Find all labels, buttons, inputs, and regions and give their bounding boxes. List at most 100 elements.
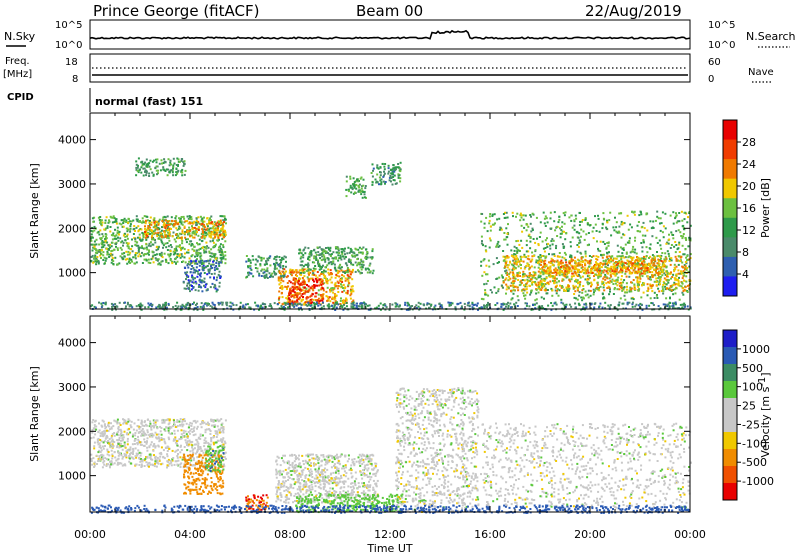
scatter-cell [212,261,214,263]
scatter-cell [529,294,531,296]
scatter-cell [572,267,574,269]
scatter-cell [102,235,104,237]
scatter-cell [577,271,579,273]
scatter-cell [137,170,139,172]
scatter-cell [345,189,347,191]
scatter-cell [306,284,308,286]
scatter-cell [274,302,276,304]
scatter-cell [612,279,614,281]
scatter-cell [625,244,627,246]
scatter-cell [491,291,493,293]
scatter-cell [664,286,666,288]
noise-right-tick-bottom: 10^0 [708,40,735,51]
scatter-cell [195,289,197,291]
scatter-cell [316,279,318,281]
scatter-cell [512,284,514,286]
scatter-cell [598,218,600,220]
scatter-cell [353,185,355,187]
scatter-cell [293,271,295,273]
scatter-cell [418,302,420,304]
scatter-cell [315,275,317,277]
scatter-cell [174,253,176,255]
scatter-cell [123,220,125,222]
scatter-cell [281,288,283,290]
scatter-cell [102,259,104,261]
scatter-cell [224,262,226,264]
scatter-cell [522,271,524,273]
scatter-cell [579,221,581,223]
scatter-cell [284,286,286,288]
scatter-cell [512,297,514,299]
scatter-cell [361,266,363,268]
scatter-cell [490,230,492,232]
scatter-cell [224,251,226,253]
scatter-cell [219,234,221,236]
scatter-cell [291,274,293,276]
scatter-cell [280,266,282,268]
scatter-cell [542,279,544,281]
scatter-cell [305,304,307,306]
scatter-cell [618,232,620,234]
scatter-cell [372,170,374,172]
scatter-cell [524,298,526,300]
scatter-cell [338,270,340,272]
scatter-cell [247,303,249,305]
scatter-cell [125,305,127,307]
scatter-cell [387,173,389,175]
scatter-cell [300,272,302,274]
scatter-cell [590,290,592,292]
scatter-cell [682,266,684,268]
scatter-cell [245,261,247,263]
scatter-cell [342,271,344,273]
scatter-cell [610,266,612,268]
scatter-cell [646,212,648,214]
scatter-cell [536,217,538,219]
scatter-cell [175,174,177,176]
scatter-cell [184,226,186,228]
scatter-cell [565,261,567,263]
scatter-cell [638,269,640,271]
scatter-cell [588,275,590,277]
scatter-cell [348,277,350,279]
scatter-cell [165,259,167,261]
scatter-cell [149,227,151,229]
scatter-cell [221,304,223,306]
scatter-cell [616,221,618,223]
scatter-cell [660,230,662,232]
scatter-cell [98,263,100,265]
scatter-cell [665,257,667,259]
scatter-cell [589,255,591,257]
scatter-cell [312,285,314,287]
scatter-cell [213,242,215,244]
scatter-cell [628,229,630,231]
scatter-cell [663,303,665,305]
scatter-cell [151,238,153,240]
scatter-cell [187,267,189,269]
scatter-cell [530,223,532,225]
scatter-cell [560,260,562,262]
scatter-cell [673,270,675,272]
scatter-cell [162,166,164,168]
scatter-cell [134,254,136,256]
scatter-cell [90,240,92,242]
scatter-cell [149,220,151,222]
scatter-cell [593,237,595,239]
scatter-cell [183,163,185,165]
scatter-cell [112,242,114,244]
scatter-cell [666,283,668,285]
noise-left-tick-top: 10^5 [55,20,82,31]
scatter-cell [286,288,288,290]
scatter-cell [168,240,170,242]
scatter-cell [191,243,193,245]
scatter-cell [608,255,610,257]
scatter-cell [317,305,319,307]
scatter-cell [556,282,558,284]
scatter-cell [554,280,556,282]
scatter-cell [592,272,594,274]
scatter-cell [509,303,511,305]
scatter-cell [196,218,198,220]
scatter-cell [599,270,601,272]
scatter-cell [580,277,582,279]
scatter-cell [150,168,152,170]
scatter-cell [564,214,566,216]
